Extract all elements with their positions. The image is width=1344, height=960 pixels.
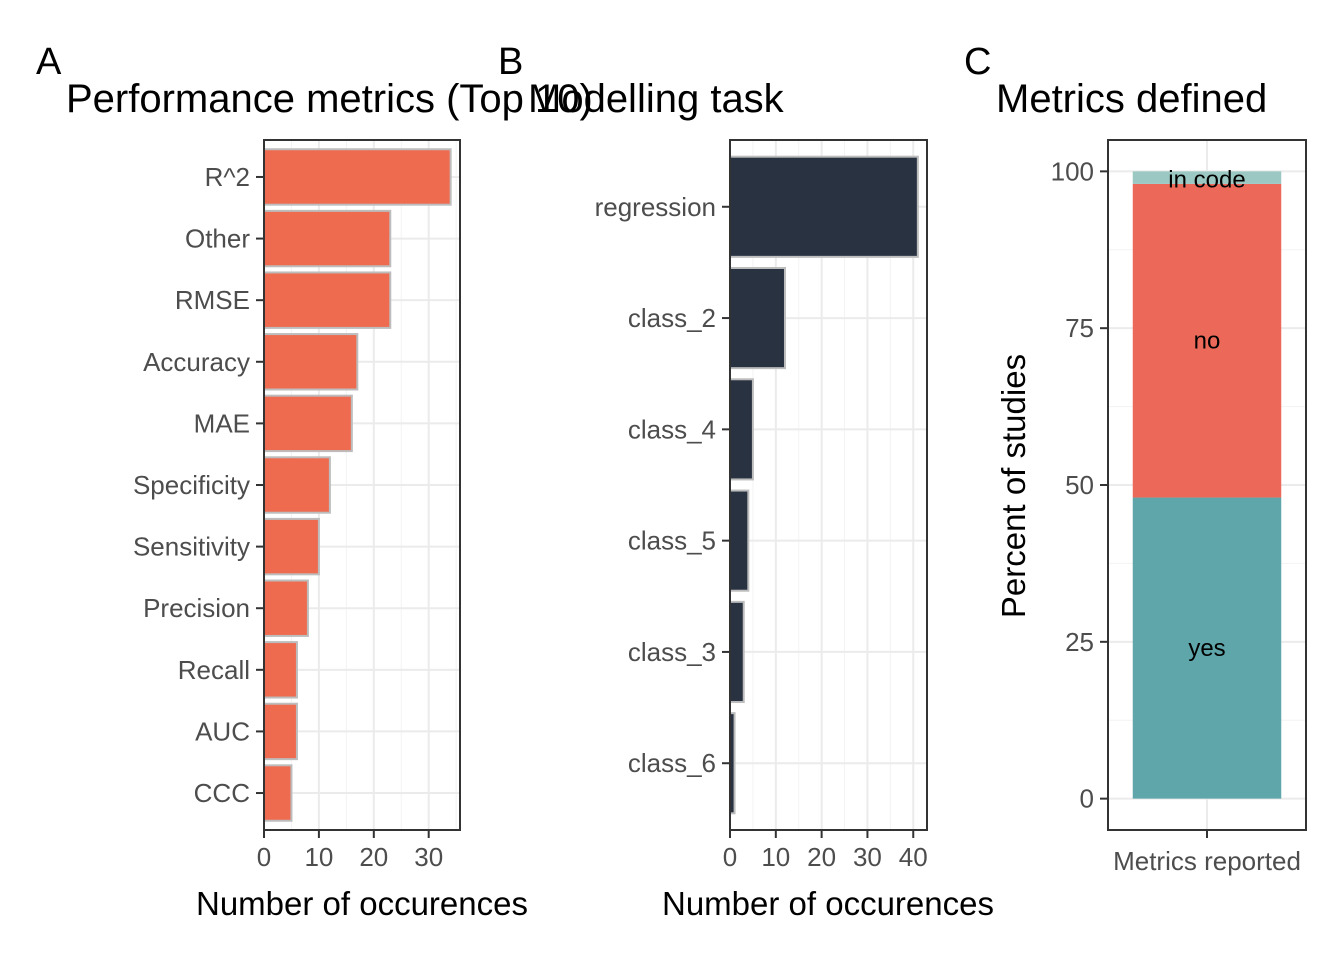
panel-a-bar [263, 456, 331, 514]
panel-c-plot-area: yes no in code 0 25 50 75 100 Metrics reported [1051, 139, 1307, 876]
panel-tag-a: A [36, 41, 62, 83]
panel-a-chart: Performance metrics (Top 10) R^2 Other RMS… [66, 77, 593, 922]
panel-a-bar [263, 271, 392, 329]
panel-a-bar [263, 764, 293, 822]
panel-a-bar [263, 702, 298, 761]
panel-a-title: Performance metrics (Top 10) [66, 77, 593, 121]
panel-b-x-tick-label: 0 [723, 842, 737, 872]
panel-a-y-tick-label: Sensitivity [133, 532, 250, 562]
panel-c-y-axis-label: Percent of studies [995, 354, 1032, 618]
panel-a-x-tick-label: 10 [304, 842, 333, 872]
panel-b-bar [729, 600, 745, 704]
panel-c-title: Metrics defined [996, 77, 1267, 121]
panel-b-bar [729, 266, 786, 370]
panel-a-x-tick-label: 30 [414, 842, 443, 872]
panel-a-y-tick-label: AUC [195, 716, 250, 746]
panel-b-y-tick-label: class_3 [628, 637, 716, 667]
panel-a-bar [263, 148, 452, 206]
panel-a-bar [263, 333, 359, 391]
panel-b-y-tick-label: class_4 [628, 414, 716, 444]
panel-a-y-tick-label: R^2 [205, 162, 250, 192]
panel-b-chart: Modelling task regression class_2 class_4c… [528, 77, 994, 922]
panel-c-chart: Metrics defined yes no in code 0 25 50 75 100 Me… [995, 77, 1307, 876]
panel-a-bar [263, 209, 392, 268]
panel-a-y-tick-label: Accuracy [143, 347, 250, 377]
panel-tag-c: C [964, 41, 991, 83]
panel-a-bar [263, 394, 353, 453]
panel-b-x-axis-label: Number of occurences [662, 885, 994, 922]
panel-a-bar [263, 517, 320, 576]
panel-c-segment-in-code [1132, 171, 1282, 184]
panel-b-x-tick-label: 30 [853, 842, 882, 872]
panel-b-bar [729, 489, 750, 592]
panel-a-y-tick-label: MAE [194, 408, 250, 438]
panel-c-segment-yes-label: yes [1188, 635, 1225, 662]
panel-a-panel-border [263, 139, 461, 831]
panel-c-segment-no [1132, 183, 1282, 498]
panel-c-y-tick-label: 50 [1065, 470, 1094, 500]
panel-c-y-tick-label: 75 [1065, 313, 1094, 343]
panel-c-segment-yes [1132, 497, 1282, 799]
panel-a-y-tick-label: Specificity [133, 470, 250, 500]
panel-b-y-tick-label: class_6 [628, 748, 716, 778]
panel-a-x-axis-label: Number of occurences [196, 885, 528, 922]
panel-b-panel-border [729, 139, 928, 831]
panel-b-x-tick-label: 10 [761, 842, 790, 872]
panel-b-x-tick-label: 20 [807, 842, 836, 872]
panel-tag-b: B [498, 41, 523, 83]
panel-b-bar [729, 378, 754, 481]
panel-b-y-tick-label: class_2 [628, 303, 716, 333]
panel-a-y-tick-label: RMSE [175, 285, 250, 315]
panel-a-bar [263, 641, 298, 699]
panel-b-bar [729, 155, 919, 258]
panel-c-y-tick-label: 25 [1065, 627, 1094, 657]
panel-b-title: Modelling task [528, 77, 785, 121]
panel-a-x-tick-label: 20 [359, 842, 388, 872]
panel-b-y-tick-label: class_5 [628, 526, 716, 556]
panel-b-y-tick-label: regression [595, 192, 716, 222]
panel-a-y-tick-label: Precision [143, 593, 250, 623]
panel-a-y-tick-label: Recall [178, 655, 250, 685]
panel-c-y-tick-label: 0 [1080, 784, 1094, 814]
panel-c-y-tick-label: 100 [1051, 156, 1094, 186]
panel-c-x-tick-label: Metrics reported [1113, 846, 1301, 876]
panel-c-segment-in-code-label: in code [1168, 166, 1245, 193]
panel-a-x-tick-label: 0 [257, 842, 271, 872]
panel-b-x-tick-label: 40 [899, 842, 928, 872]
panel-a-bar [263, 579, 309, 637]
panel-c-segment-no-label: no [1194, 328, 1221, 355]
panel-a-y-tick-label: Other [185, 224, 250, 254]
panel-a-plot-area: R^2 Other RMSE Accuracy MAE Specificity Sensit… [133, 139, 461, 872]
panel-b-plot-area: regression class_2 class_4 class_5 class_3cl… [595, 139, 928, 872]
panel-a-y-tick-label: CCC [194, 778, 250, 808]
